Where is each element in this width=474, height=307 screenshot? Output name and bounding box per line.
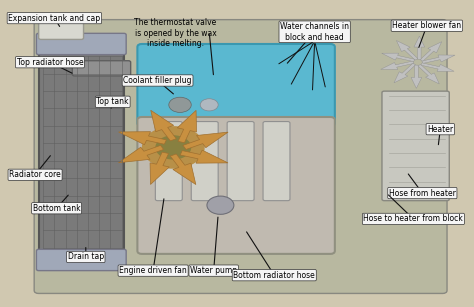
FancyArrow shape — [177, 110, 197, 143]
FancyBboxPatch shape — [137, 117, 335, 254]
FancyBboxPatch shape — [227, 122, 254, 201]
FancyArrow shape — [418, 64, 439, 84]
Text: Engine driven fan: Engine driven fan — [119, 266, 187, 275]
FancyArrow shape — [183, 132, 228, 150]
Text: Expansion tank and cap: Expansion tank and cap — [9, 14, 100, 23]
Text: Bottom tank: Bottom tank — [33, 204, 81, 213]
FancyBboxPatch shape — [39, 15, 83, 39]
FancyBboxPatch shape — [137, 44, 335, 126]
Text: Heater blower fan: Heater blower fan — [392, 21, 461, 30]
Circle shape — [142, 126, 205, 169]
FancyArrow shape — [180, 150, 228, 163]
Text: Water channels in
block and head: Water channels in block and head — [280, 22, 349, 41]
Circle shape — [200, 99, 218, 111]
Text: Radiator core: Radiator core — [9, 170, 61, 179]
FancyBboxPatch shape — [36, 249, 126, 271]
Text: The thermostat valve
is opened by the wax
inside melting.: The thermostat valve is opened by the wa… — [135, 18, 217, 48]
Text: Coolant filler plug: Coolant filler plug — [123, 76, 192, 85]
FancyArrow shape — [382, 53, 415, 62]
FancyArrow shape — [151, 110, 176, 141]
FancyBboxPatch shape — [263, 122, 290, 201]
FancyArrow shape — [170, 154, 196, 185]
FancyBboxPatch shape — [155, 122, 182, 201]
Text: Water pump: Water pump — [190, 266, 237, 275]
FancyArrow shape — [396, 41, 418, 60]
FancyArrow shape — [118, 132, 166, 145]
Text: Drain tap: Drain tap — [68, 252, 104, 262]
FancyBboxPatch shape — [191, 122, 218, 201]
FancyArrow shape — [414, 36, 425, 59]
FancyBboxPatch shape — [36, 33, 126, 55]
FancyArrow shape — [118, 146, 164, 163]
Text: Bottom radiator hose: Bottom radiator hose — [233, 271, 315, 280]
Circle shape — [169, 97, 191, 112]
FancyBboxPatch shape — [382, 91, 449, 201]
FancyBboxPatch shape — [73, 61, 131, 76]
FancyArrow shape — [394, 63, 416, 83]
Text: Top radiator hose: Top radiator hose — [17, 58, 83, 67]
Circle shape — [207, 196, 234, 214]
Text: Heater: Heater — [427, 125, 453, 134]
FancyBboxPatch shape — [34, 20, 447, 293]
Circle shape — [155, 135, 191, 160]
FancyArrow shape — [422, 55, 455, 63]
FancyArrow shape — [421, 63, 454, 71]
Text: Top tank: Top tank — [96, 97, 129, 106]
Text: Hose from heater: Hose from heater — [389, 188, 456, 197]
FancyArrow shape — [411, 65, 422, 88]
FancyBboxPatch shape — [39, 53, 124, 251]
Text: Hose to heater from block: Hose to heater from block — [364, 214, 463, 223]
FancyArrow shape — [150, 152, 169, 185]
FancyArrow shape — [420, 42, 442, 61]
FancyArrow shape — [381, 61, 414, 69]
